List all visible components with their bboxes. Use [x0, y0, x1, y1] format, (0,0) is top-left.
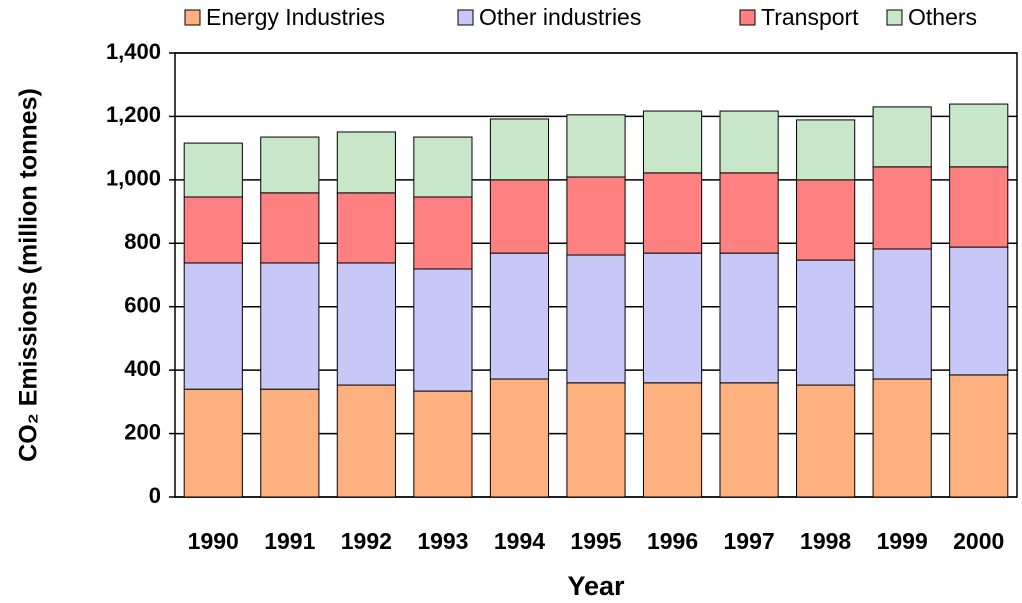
x-tick-label: 2000 [953, 528, 1004, 554]
x-tick-label: 1992 [341, 528, 392, 554]
bar-segment [413, 268, 473, 392]
bar-segment [413, 390, 473, 498]
bar-segment [872, 378, 932, 498]
legend-label: Other industries [479, 4, 641, 30]
bar-segment [336, 384, 396, 498]
x-tick-label: 1990 [188, 528, 239, 554]
x-tick-label: 1999 [877, 528, 928, 554]
bar-segment [336, 131, 396, 194]
y-tick-label: 1,000 [106, 166, 161, 191]
bar-segment [872, 166, 932, 250]
bar-segment [642, 172, 703, 254]
legend-swatch [739, 9, 756, 26]
y-tick-label: 0 [149, 483, 161, 508]
x-axis-label: Year [567, 571, 625, 601]
x-tick-label: 1996 [647, 528, 698, 554]
legend-label: Others [908, 4, 977, 30]
bar-segment [796, 384, 856, 498]
bar-segment [642, 110, 703, 174]
bar-segment [260, 136, 320, 194]
x-tick-label: 1991 [264, 528, 315, 554]
legend-swatch [457, 9, 474, 26]
bar-segment [719, 252, 779, 384]
y-tick-label: 200 [124, 419, 161, 444]
bar-segment [489, 378, 550, 498]
bar-segment [719, 382, 779, 498]
bar-segment [949, 374, 1009, 498]
bar-segment [566, 254, 626, 384]
y-tick-label: 1,200 [106, 102, 161, 127]
y-tick-label: 400 [124, 356, 161, 381]
bar-segment [642, 382, 703, 498]
bar-segment [260, 192, 320, 264]
bar-segment [489, 179, 550, 254]
legend-swatch [184, 9, 201, 26]
x-tick-label: 1993 [417, 528, 468, 554]
x-tick-label: 1994 [494, 528, 545, 554]
bar-segment [796, 119, 856, 181]
bar-segment [949, 103, 1009, 168]
bar-segment [719, 172, 779, 254]
bar-segment [413, 196, 473, 270]
bar-segment [719, 110, 779, 174]
y-axis-label: CO₂ Emissions (million tonnes) [15, 88, 43, 462]
y-tick-label: 800 [124, 229, 161, 254]
bar-segment [183, 196, 243, 264]
y-tick-label: 600 [124, 293, 161, 318]
bar-segment [183, 142, 243, 198]
bar-segment [642, 252, 703, 384]
bar-segment [566, 176, 626, 256]
bar-segment [949, 246, 1009, 376]
bar-segment [566, 114, 626, 178]
bar-segment [872, 106, 932, 168]
y-tick-label: 1,400 [106, 39, 161, 64]
bar-segment [413, 136, 473, 198]
bar-segment [260, 262, 320, 390]
bar-segment [489, 252, 550, 380]
x-tick-label: 1997 [724, 528, 775, 554]
x-tick-label: 1995 [570, 528, 621, 554]
legend-swatch [886, 9, 903, 26]
bar-segment [796, 179, 856, 261]
bar-segment [566, 382, 626, 498]
bar-segment [183, 388, 243, 498]
bar-segment [336, 262, 396, 386]
bar-segment [260, 388, 320, 498]
x-tick-label: 1998 [800, 528, 851, 554]
bar-segment [949, 166, 1009, 248]
legend-label: Energy Industries [206, 4, 385, 30]
bar-segment [872, 248, 932, 380]
bar-segment [183, 262, 243, 390]
legend-label: Transport [761, 4, 859, 30]
bar-segment [796, 259, 856, 386]
bar-segment [336, 192, 396, 264]
bar-segment [489, 118, 550, 181]
